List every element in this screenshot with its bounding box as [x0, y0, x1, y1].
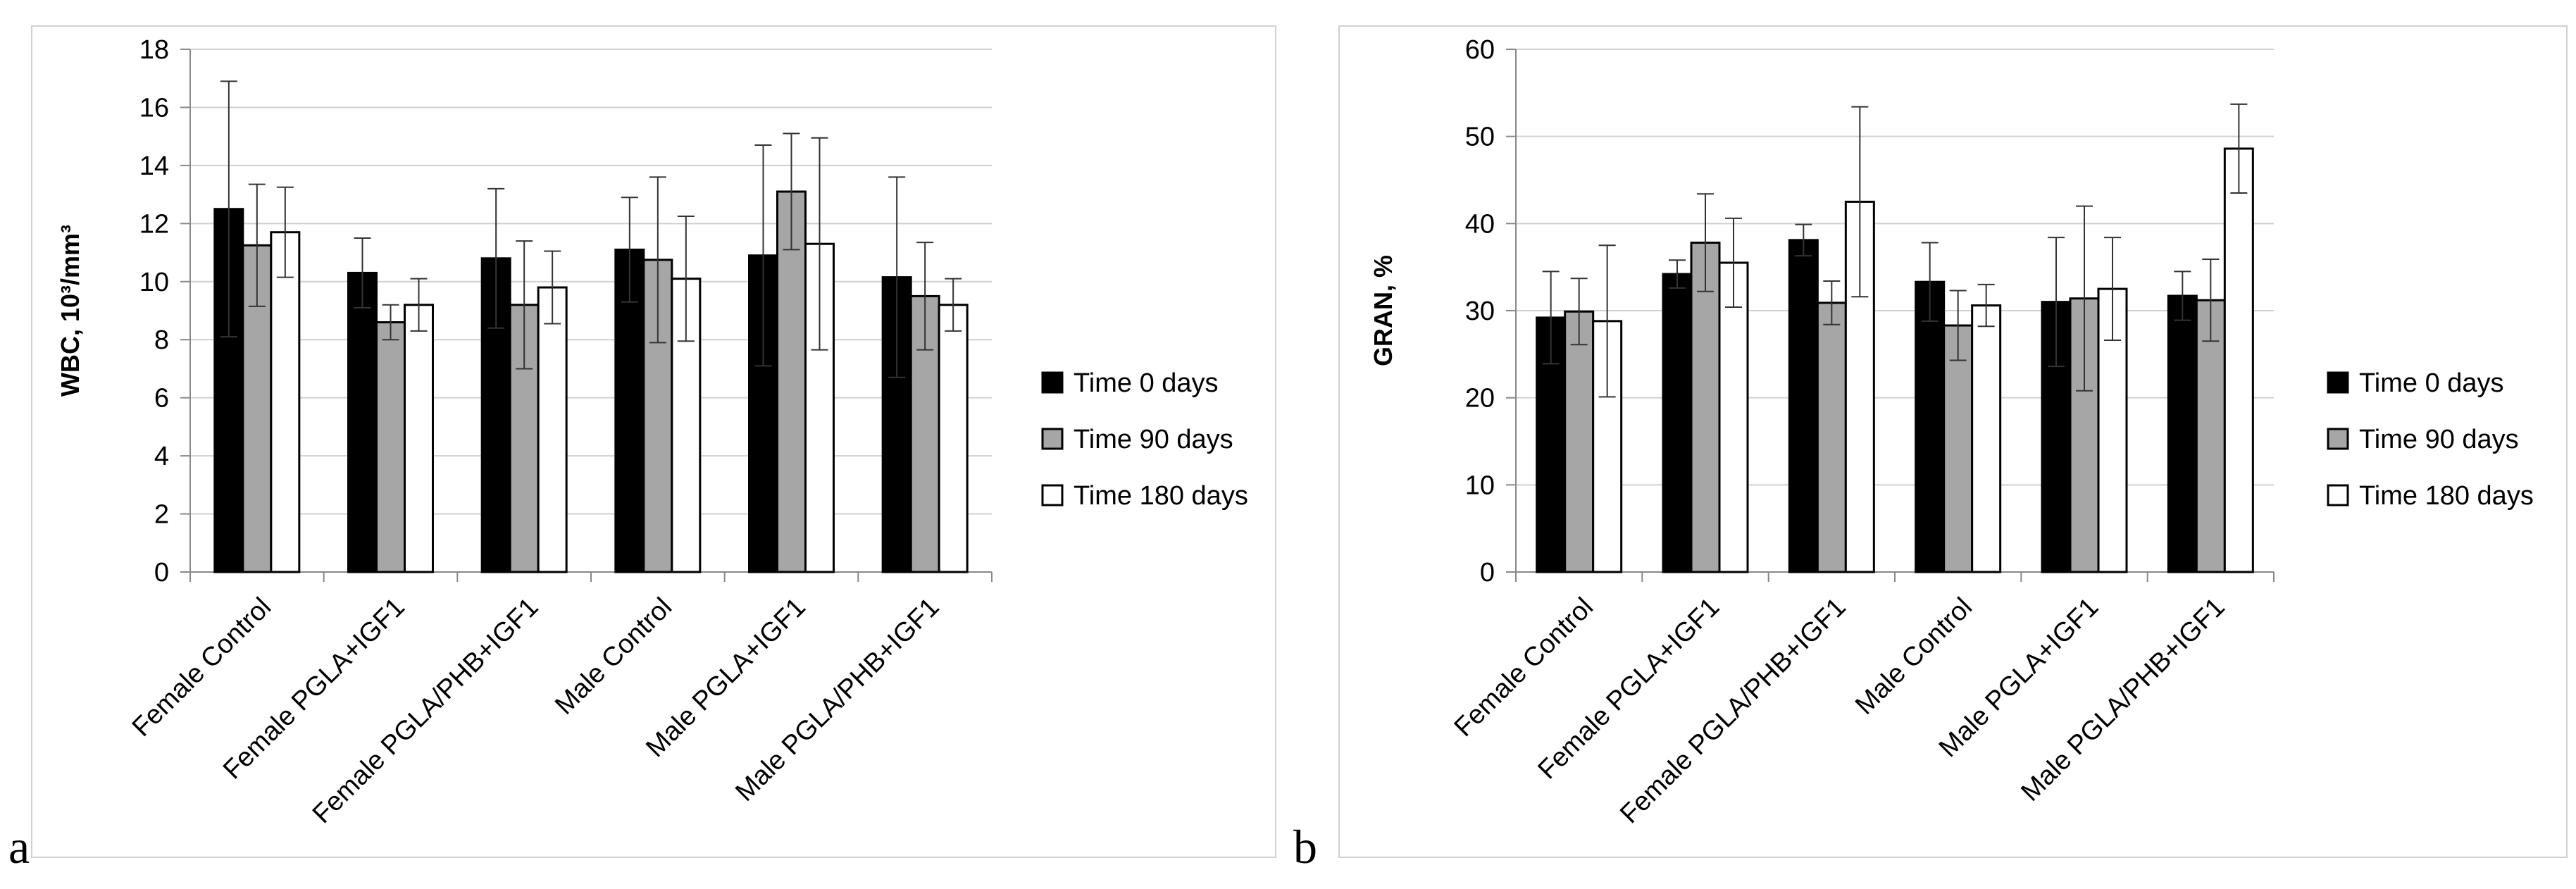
legend-swatch-time-90-days — [2327, 428, 2349, 450]
x-tick-label: Male Control — [1850, 592, 1978, 721]
y-tick-label: 12 — [139, 209, 169, 239]
x-tick-label: Male PGLA/PHB+IGF1 — [2015, 592, 2230, 807]
y-tick-label: 18 — [139, 35, 169, 65]
y-tick-label: 0 — [154, 558, 169, 588]
bar-time-180-days-female-control — [270, 231, 301, 573]
bar-time-90-days-female-pgla-phb-igf1 — [1816, 301, 1847, 573]
bar-time-90-days-male-control — [1943, 324, 1974, 573]
bar-time-180-days-male-pgla-phb-igf1 — [938, 304, 969, 573]
legend-swatch-time-0-days — [2327, 371, 2349, 394]
legend-label: Time 0 days — [2359, 368, 2504, 398]
bar-time-0-days-male-pgla-phb-igf1 — [2167, 294, 2198, 573]
bar-time-0-days-female-pgla-igf1 — [1662, 273, 1693, 573]
y-tick-label: 14 — [139, 151, 169, 181]
panel-label-a: a — [8, 820, 30, 874]
bar-time-180-days-male-pgla-phb-igf1 — [2223, 147, 2254, 573]
y-tick-label: 0 — [1480, 558, 1495, 588]
panel-label-b: b — [1293, 820, 1317, 874]
bar-time-90-days-female-pgla-igf1 — [375, 321, 406, 573]
y-axis-title: WBC, 10³/mm³ — [56, 225, 85, 397]
legend-swatch-time-90-days — [1041, 428, 1064, 450]
chart-0: 0 2 4 6 8 10 12 14 16 18 WBC, 10³/mm³ Female Contro… — [56, 35, 1248, 829]
bar-time-180-days-female-pgla-igf1 — [404, 304, 434, 573]
bar-time-180-days-female-pgla-phb-igf1 — [537, 286, 568, 573]
legend-label: Time 180 days — [1074, 481, 1248, 511]
y-tick-label: 6 — [154, 384, 169, 414]
bar-time-0-days-male-control — [1915, 280, 1946, 573]
x-tick-label: Male Control — [549, 592, 678, 721]
bar-time-0-days-female-pgla-phb-igf1 — [1788, 239, 1819, 573]
y-tick-label: 16 — [139, 93, 169, 123]
x-tick-label: Female Control — [127, 592, 277, 742]
legend-swatch-time-180-days — [1041, 484, 1064, 506]
legend-swatch-time-180-days — [2327, 484, 2349, 506]
y-axis-title: GRAN, % — [1369, 255, 1398, 366]
bar-time-0-days-female-pgla-igf1 — [347, 271, 378, 573]
legend-label: Time 90 days — [1074, 425, 1233, 454]
y-tick-label: 30 — [1465, 297, 1495, 326]
y-tick-label: 2 — [154, 500, 169, 530]
legend-swatch-time-0-days — [1041, 371, 1064, 394]
bar-time-90-days-female-pgla-igf1 — [1690, 242, 1721, 573]
y-tick-label: 10 — [139, 268, 169, 297]
y-tick-label: 10 — [1465, 471, 1495, 500]
legend-label: Time 180 days — [2359, 481, 2534, 511]
bar-time-180-days-male-control — [1971, 304, 2002, 573]
y-tick-label: 60 — [1465, 35, 1495, 65]
y-tick-label: 40 — [1465, 209, 1495, 239]
legend-label: Time 90 days — [2359, 425, 2519, 454]
bar-time-90-days-male-pgla-phb-igf1 — [2195, 299, 2226, 573]
x-tick-label: Female PGLA/PHB+IGF1 — [307, 592, 545, 830]
y-tick-label: 20 — [1465, 384, 1495, 414]
x-tick-label: Female PGLA/PHB+IGF1 — [1614, 592, 1852, 830]
y-tick-label: 4 — [154, 442, 169, 471]
bar-time-90-days-female-control — [1564, 310, 1595, 573]
legend-label: Time 0 days — [1074, 368, 1219, 398]
y-tick-label: 50 — [1465, 123, 1495, 152]
bar-time-180-days-female-pgla-igf1 — [1718, 261, 1749, 573]
y-tick-label: 8 — [154, 325, 169, 355]
